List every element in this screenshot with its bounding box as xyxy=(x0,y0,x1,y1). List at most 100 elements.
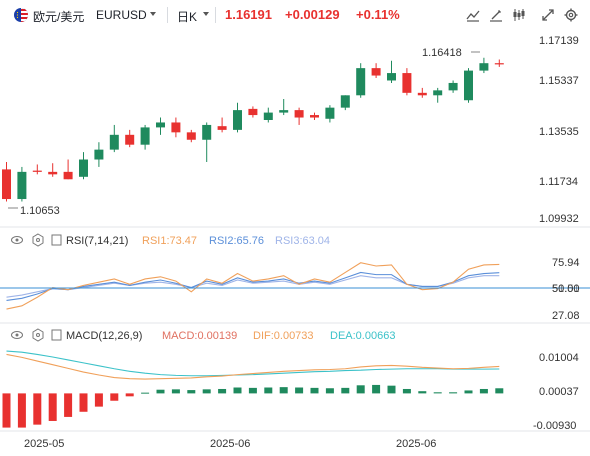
macd-axis-label: 0.01004 xyxy=(539,352,579,364)
macd-histogram-bar xyxy=(156,389,165,394)
price-axis-label: 1.09932 xyxy=(539,213,579,225)
date-axis-label: 2025-05 xyxy=(24,438,64,450)
rsi2-line xyxy=(6,271,500,302)
macd-histogram-bar xyxy=(233,387,242,394)
expand-icon xyxy=(542,9,554,21)
rsi-lines xyxy=(6,262,500,310)
candle-body xyxy=(79,159,88,177)
candle-body xyxy=(387,73,396,81)
candle-body xyxy=(371,68,381,76)
rsi3-value: RSI3:63.04 xyxy=(275,235,330,247)
rsi2-value: RSI2:65.76 xyxy=(209,235,264,247)
candle-body xyxy=(202,124,212,140)
candle-body xyxy=(140,127,150,145)
candlestick-series xyxy=(2,57,504,202)
price-axis-label: 1.11734 xyxy=(539,176,578,188)
candle-body xyxy=(156,122,165,128)
expand-button[interactable] xyxy=(539,6,557,24)
settings-button[interactable] xyxy=(562,6,580,24)
macd-histogram-bar xyxy=(17,393,26,428)
rsi-axis-overlap-label: 51.51 xyxy=(552,283,580,295)
dif-value: DIF:0.00733 xyxy=(253,330,314,342)
macd-histogram-bar xyxy=(264,387,273,394)
candle-body xyxy=(479,63,489,71)
macd-histogram-bar xyxy=(433,392,442,394)
pair-name[interactable]: 欧元/美元 xyxy=(33,10,85,24)
chart-type-button[interactable] xyxy=(464,6,482,24)
macd-histogram-bar xyxy=(79,393,88,412)
rsi-settings-button[interactable] xyxy=(32,233,44,247)
low-price-marker: 1.10653 xyxy=(20,205,60,217)
macd-histogram-bar xyxy=(418,391,427,394)
candle-body xyxy=(310,115,319,118)
macd-axis-label: 0.00037 xyxy=(539,386,579,398)
macd-histogram-bar xyxy=(48,393,57,421)
candle-body xyxy=(464,70,473,101)
macd-indicator-icon xyxy=(51,329,62,341)
macd-histogram-bar xyxy=(94,393,103,407)
candle-body xyxy=(325,107,335,119)
rsi-axis-label: 50.00 xyxy=(552,283,580,295)
macd-visibility-toggle[interactable] xyxy=(11,331,23,339)
rsi-visibility-toggle[interactable] xyxy=(11,236,23,244)
rsi-indicator-icon xyxy=(51,234,62,246)
macd-axis-label: -0.00930 xyxy=(533,420,576,432)
draw-icon xyxy=(490,10,502,22)
macd-histogram-bar xyxy=(279,387,288,394)
indicator-button[interactable] xyxy=(510,6,528,24)
macd-histogram-bar xyxy=(372,384,381,394)
last-price: 1.16191 xyxy=(225,7,272,22)
candle-body xyxy=(94,149,104,160)
divider xyxy=(167,7,168,23)
settings-hex-icon xyxy=(32,233,44,247)
macd-histogram-bar xyxy=(141,392,150,394)
macd-histogram-bar xyxy=(402,388,411,394)
candle-body xyxy=(433,90,443,96)
macd-settings-button[interactable] xyxy=(32,328,44,342)
symbol-toolbar: 欧元/美元 EURUSD 日K 1.16191 +0.00129 +0.11% xyxy=(0,0,590,30)
candle-body xyxy=(448,82,458,91)
divider xyxy=(215,7,216,23)
dif-line xyxy=(6,353,500,380)
macd-histogram-bar xyxy=(310,387,319,394)
candle-body xyxy=(417,92,427,96)
candle-body xyxy=(109,134,119,150)
candle-body xyxy=(233,110,242,130)
candle-body xyxy=(279,110,289,113)
candle-body xyxy=(356,68,366,96)
eye-pupil xyxy=(15,333,19,337)
eye-icon xyxy=(11,331,23,339)
rsi1-value: RSI1:73.47 xyxy=(142,235,197,247)
symbol-dropdown-icon[interactable] xyxy=(150,12,156,16)
macd-histogram-bar xyxy=(187,390,196,394)
macd-histogram-bar xyxy=(464,390,473,394)
candle-body xyxy=(17,171,27,200)
candle-body xyxy=(186,132,196,140)
eye-icon xyxy=(11,236,23,244)
settings-hex-icon xyxy=(32,328,44,342)
candle-body xyxy=(171,122,181,133)
dea-line xyxy=(6,350,500,377)
macd-histogram-bar xyxy=(495,388,504,394)
draw-button[interactable] xyxy=(487,6,505,24)
macd-histogram-bar xyxy=(202,389,211,394)
macd-histogram-bar xyxy=(449,392,458,394)
price-chart[interactable]: 1.17139 1.15337 1.13535 1.11734 1.09932 … xyxy=(0,30,590,456)
candle-body xyxy=(2,169,11,200)
indicator-icon xyxy=(513,9,525,21)
candle-body xyxy=(263,112,273,120)
dea-value: DEA:0.00663 xyxy=(330,330,395,342)
chart-type-icon xyxy=(466,10,480,22)
macd-title: MACD(12,26,9) xyxy=(66,330,142,342)
interval-selector[interactable]: 日K xyxy=(177,10,198,24)
macd-histogram-bar xyxy=(295,387,304,394)
candle-body xyxy=(402,73,412,93)
pair-symbol[interactable]: EURUSD xyxy=(96,8,147,22)
settings-icon xyxy=(564,8,578,22)
macd-histogram-bar xyxy=(2,393,11,428)
rsi-axis-label: 75.94 xyxy=(552,257,580,269)
interval-dropdown-icon[interactable] xyxy=(203,12,209,16)
eye-pupil xyxy=(15,238,19,242)
macd-histogram-bar xyxy=(110,393,119,401)
price-change-percent: +0.11% xyxy=(356,7,400,22)
